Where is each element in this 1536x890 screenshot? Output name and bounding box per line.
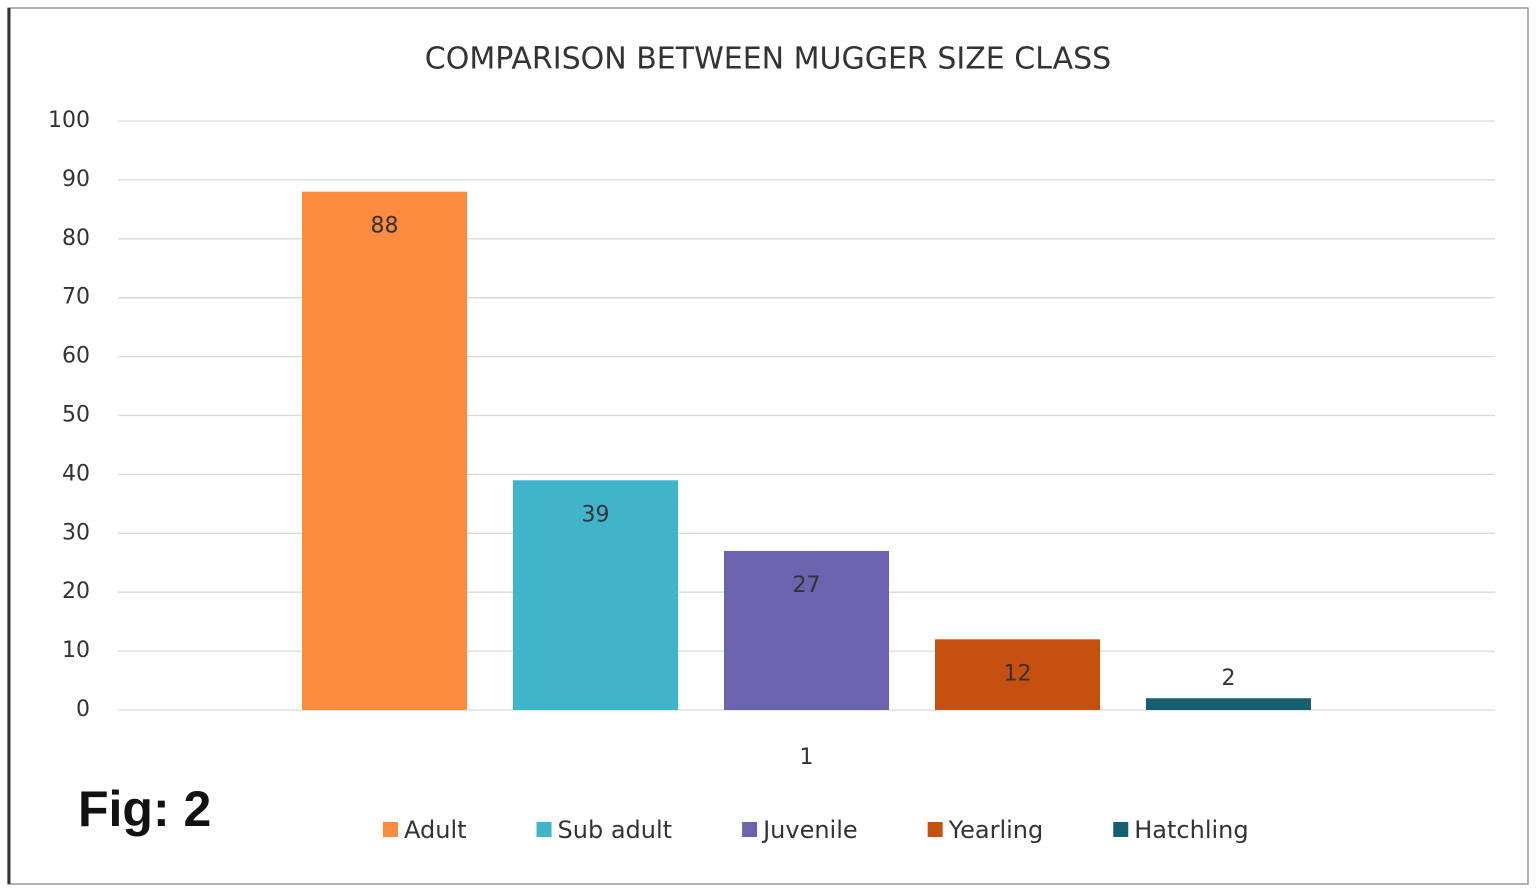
legend-label: Hatchling: [1134, 816, 1248, 844]
bar: [302, 191, 467, 710]
legend-swatch: [383, 822, 398, 837]
data-label: 88: [371, 214, 399, 239]
y-tick-label: 90: [62, 167, 90, 192]
legend-swatch: [1113, 822, 1129, 837]
legend-label: Adult: [404, 816, 467, 844]
y-tick-label: 80: [62, 226, 90, 251]
bar: [724, 550, 889, 710]
legend-label: Yearling: [948, 816, 1044, 844]
data-label: 2: [1222, 666, 1236, 691]
legend-swatch: [536, 822, 552, 837]
y-tick-label: 70: [62, 285, 90, 310]
x-tick-label: 1: [800, 745, 814, 770]
y-tick-label: 50: [62, 403, 90, 428]
figure-label: Fig: 2: [78, 781, 211, 837]
y-tick-label: 10: [62, 638, 90, 663]
bar: [935, 639, 1100, 710]
y-tick-label: 0: [76, 697, 90, 722]
bar: [1146, 698, 1311, 710]
legend-label: Juvenile: [761, 816, 858, 844]
y-tick-label: 100: [48, 108, 90, 133]
data-label: 39: [582, 502, 610, 527]
chart-title: COMPARISON BETWEEN MUGGER SIZE CLASS: [425, 42, 1111, 77]
y-tick-label: 40: [62, 461, 90, 486]
y-tick-label: 60: [62, 344, 90, 369]
legend-label: Sub adult: [558, 816, 673, 844]
data-label: 12: [1004, 661, 1032, 686]
legend-swatch: [927, 822, 943, 837]
y-tick-label: 30: [62, 520, 90, 545]
legend-swatch: [742, 822, 758, 837]
data-label: 27: [793, 573, 821, 598]
bar: [513, 480, 678, 710]
y-tick-label: 20: [62, 579, 90, 604]
chart-frame: [7, 7, 1529, 885]
